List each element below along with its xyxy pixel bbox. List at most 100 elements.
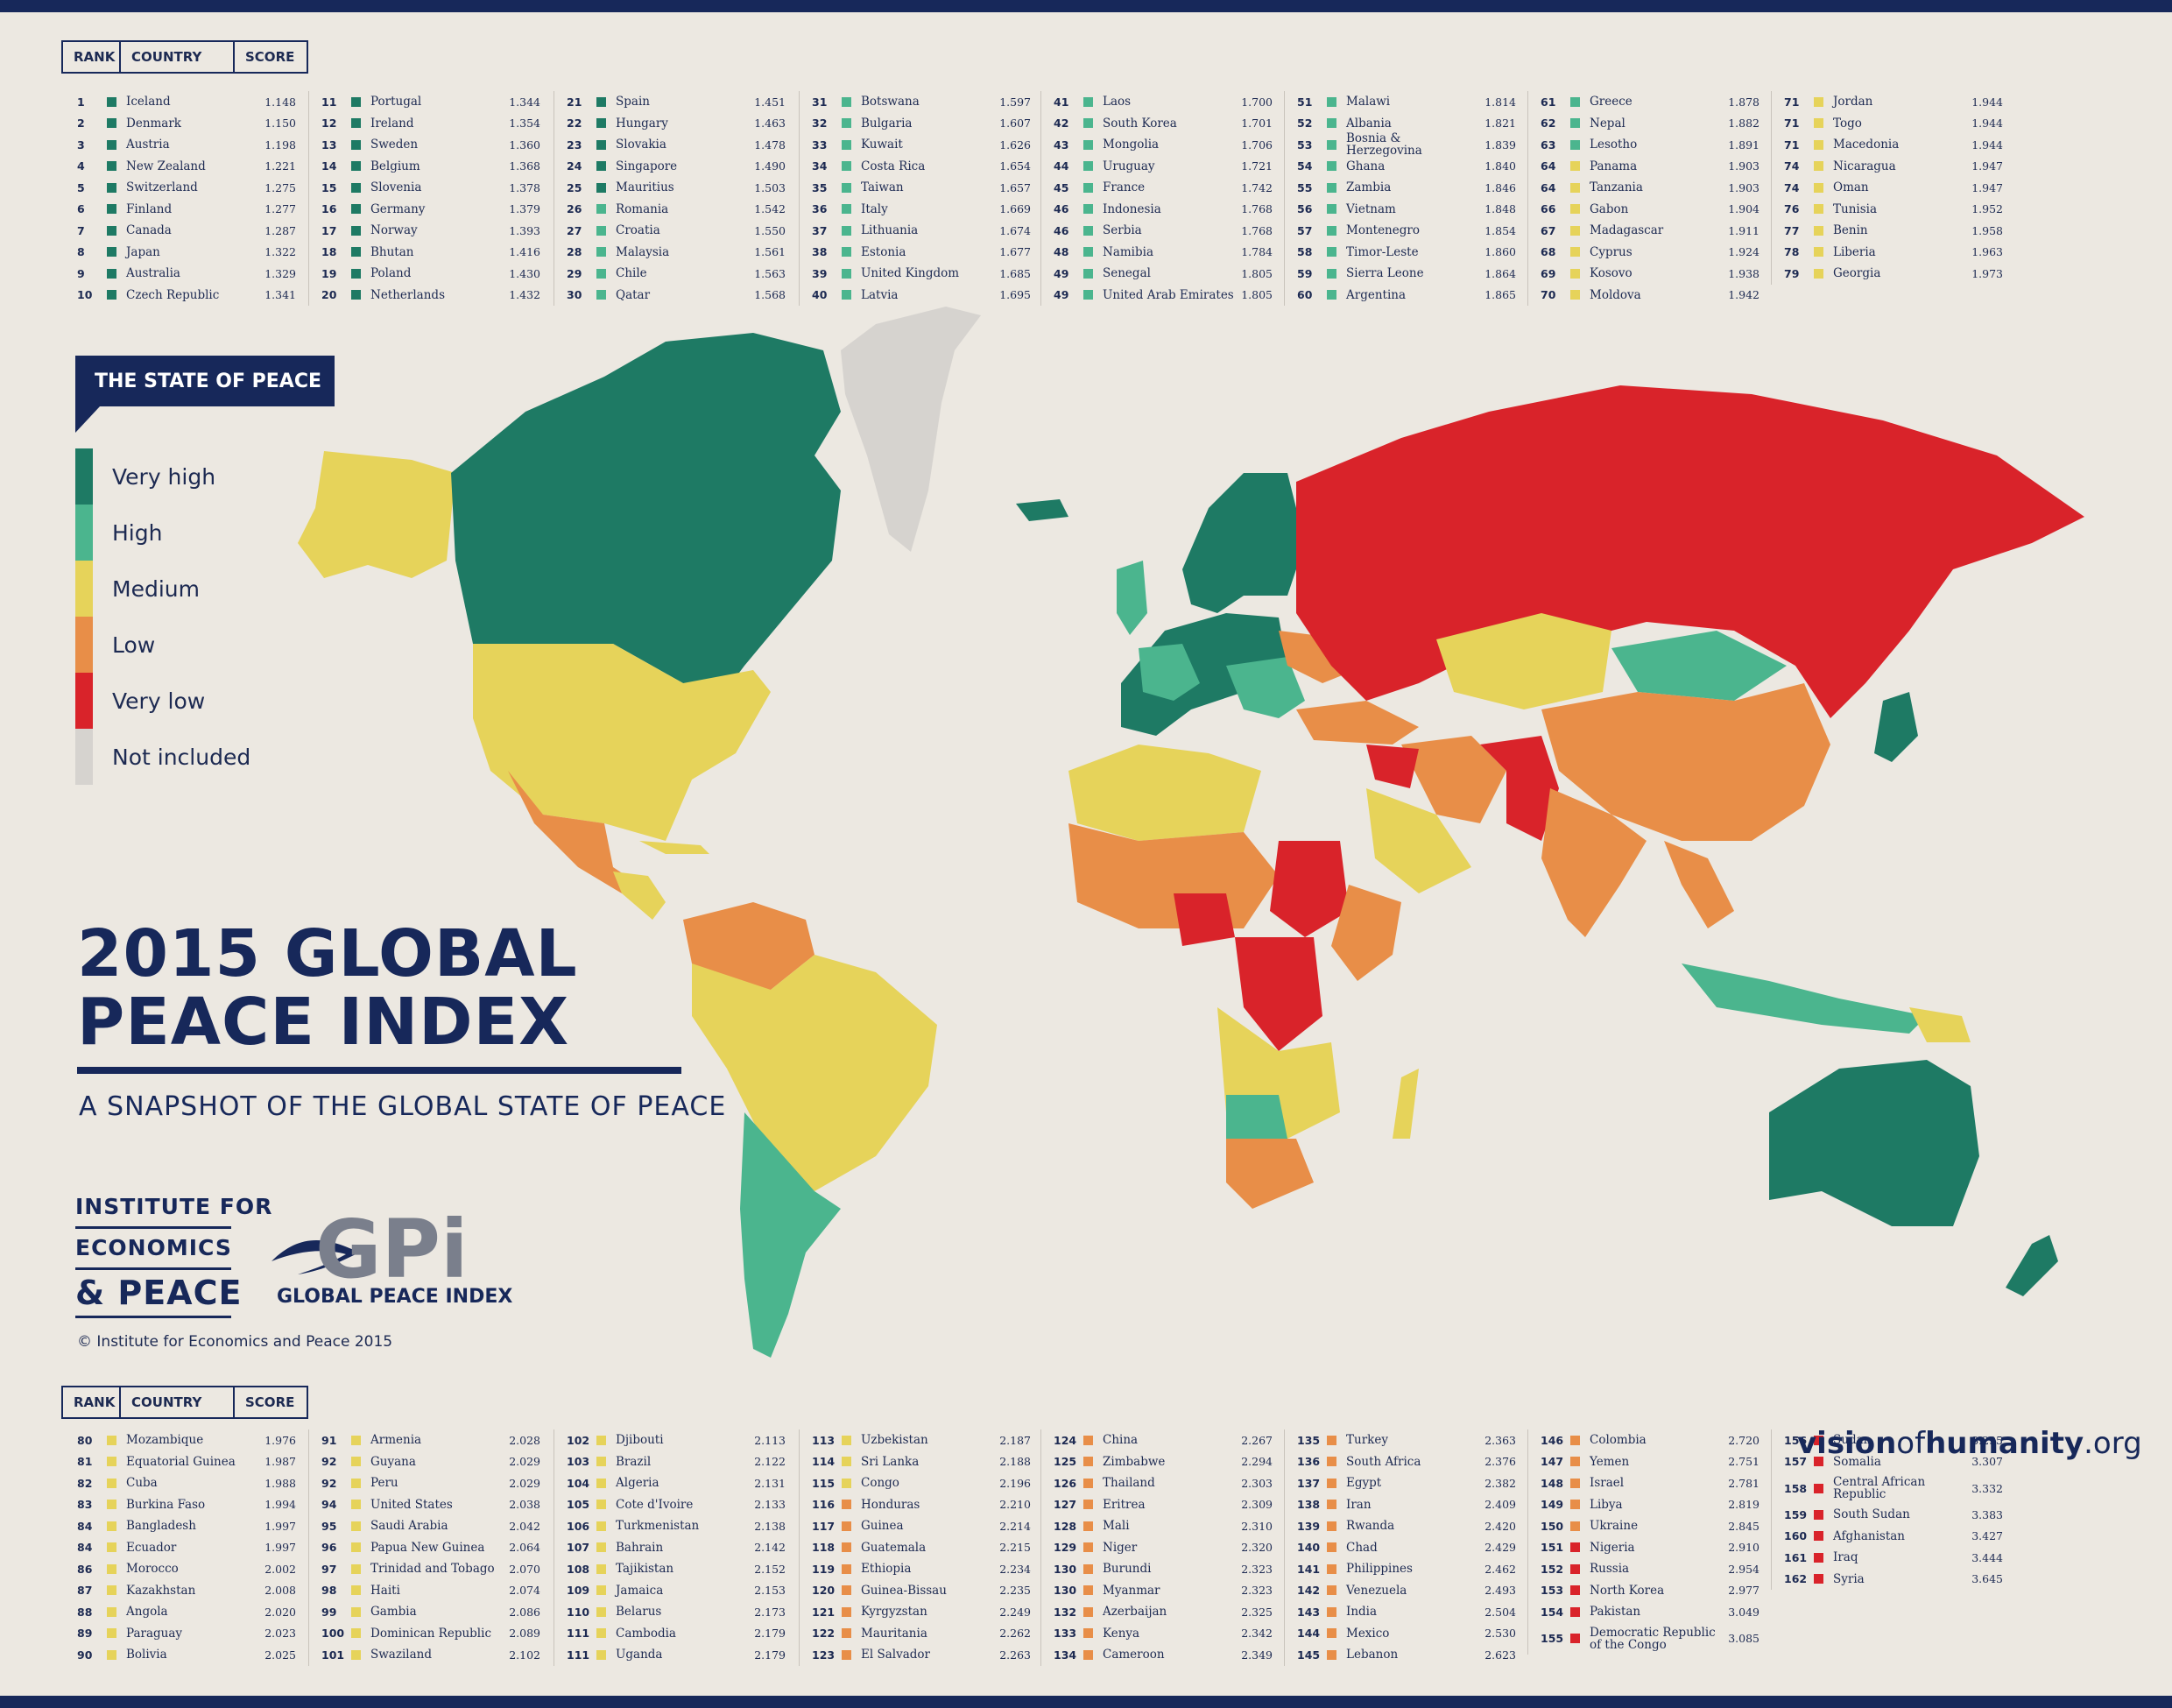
score-cell: 2.819 <box>1728 1498 1759 1512</box>
table-row: 33 Kuwait 1.626 <box>812 134 1031 156</box>
table-row: 123 El Salvador 2.263 <box>812 1644 1031 1666</box>
score-cell: 1.805 <box>1241 288 1273 302</box>
category-swatch <box>1814 96 1823 107</box>
table-row: 92 Peru 2.029 <box>321 1472 540 1494</box>
rank-cell: 15 <box>321 180 337 194</box>
category-swatch <box>1327 1606 1336 1617</box>
category-swatch <box>1083 1457 1093 1467</box>
rank-cell: 46 <box>1054 223 1069 237</box>
rank-cell: 145 <box>1297 1648 1321 1662</box>
score-cell: 2.042 <box>509 1519 540 1533</box>
category-swatch <box>1814 118 1823 129</box>
score-cell: 2.179 <box>754 1627 786 1641</box>
table-row: 154 Pakistan 3.049 <box>1541 1601 1759 1623</box>
table-row: 26 Romania 1.542 <box>567 199 786 221</box>
rank-cell: 33 <box>812 138 828 152</box>
country-cell: Eritrea <box>1103 1497 1146 1512</box>
score-cell: 1.963 <box>1971 245 2003 259</box>
table-row: 136 South Africa 2.376 <box>1297 1451 1516 1473</box>
country-cell: India <box>1346 1605 1378 1620</box>
rank-cell: 61 <box>1541 95 1556 109</box>
country-cell: Serbia <box>1103 223 1142 238</box>
category-swatch <box>1083 182 1093 193</box>
country-cell: Honduras <box>861 1497 920 1512</box>
country-cell: El Salvador <box>861 1648 930 1662</box>
score-cell: 2.131 <box>754 1476 786 1490</box>
score-cell: 2.294 <box>1241 1455 1273 1469</box>
category-swatch <box>1570 1585 1580 1596</box>
country-cell: Thailand <box>1103 1476 1155 1491</box>
top-band <box>0 0 2172 12</box>
score-cell: 1.542 <box>754 202 786 216</box>
score-cell: 1.944 <box>1971 116 2003 131</box>
score-cell: 3.049 <box>1728 1605 1759 1619</box>
rank-cell: 142 <box>1297 1584 1321 1598</box>
rank-cell: 107 <box>567 1541 590 1555</box>
category-swatch <box>842 1628 851 1639</box>
category-swatch <box>842 1563 851 1574</box>
score-cell: 1.973 <box>1971 266 2003 280</box>
table-row: 67 Madagascar 1.911 <box>1541 220 1759 242</box>
category-swatch <box>107 247 116 258</box>
rank-cell: 32 <box>812 116 828 131</box>
category-swatch <box>596 247 606 258</box>
score-cell: 1.378 <box>509 180 540 194</box>
score-cell: 2.028 <box>509 1433 540 1447</box>
table-row: 64 Tanzania 1.903 <box>1541 177 1759 199</box>
score-cell: 3.332 <box>1971 1481 2003 1495</box>
rank-cell: 148 <box>1541 1476 1564 1490</box>
rank-cell: 90 <box>77 1648 93 1662</box>
legend-swatch <box>75 729 93 785</box>
rank-cell: 109 <box>567 1584 590 1598</box>
category-swatch <box>1570 247 1580 258</box>
country-cell: Benin <box>1833 223 1868 238</box>
region-scandinavia <box>1182 473 1305 613</box>
table-row: 111 Cambodia 2.179 <box>567 1623 786 1645</box>
website-link[interactable]: visionofhumanity.org <box>1797 1426 2142 1461</box>
legend-swatch <box>75 505 93 561</box>
country-cell: Nigeria <box>1590 1540 1635 1555</box>
country-cell: Tajikistan <box>616 1562 674 1577</box>
category-swatch <box>107 1478 116 1488</box>
score-cell: 2.235 <box>999 1584 1031 1598</box>
score-cell: 1.848 <box>1484 202 1516 216</box>
score-cell: 2.309 <box>1241 1498 1273 1512</box>
category-swatch <box>1327 1521 1336 1531</box>
table-row: 132 Azerbaijan 2.325 <box>1054 1601 1273 1623</box>
country-cell: Qatar <box>616 287 651 302</box>
rank-cell: 88 <box>77 1605 93 1619</box>
category-swatch <box>1570 290 1580 300</box>
table-row: 110 Belarus 2.173 <box>567 1601 786 1623</box>
rank-cell: 23 <box>567 138 582 152</box>
table-row: 128 Mali 2.310 <box>1054 1515 1273 1537</box>
score-cell: 1.478 <box>754 138 786 152</box>
rank-cell: 35 <box>812 180 828 194</box>
country-cell: Afghanistan <box>1833 1528 1906 1543</box>
category-swatch <box>1083 247 1093 258</box>
category-swatch <box>842 1606 851 1617</box>
table-row: 100 Dominican Republic 2.089 <box>321 1623 540 1645</box>
score-cell: 2.462 <box>1484 1562 1516 1576</box>
category-swatch <box>842 1521 851 1531</box>
category-swatch <box>107 1521 116 1531</box>
country-cell: Georgia <box>1833 266 1881 281</box>
country-cell: Peru <box>370 1476 398 1491</box>
country-cell: Madagascar <box>1590 223 1664 238</box>
table-row: 158 Central African Republic 3.332 <box>1784 1472 2003 1504</box>
region-southeast-asia <box>1664 841 1734 928</box>
country-cell: Saudi Arabia <box>370 1519 448 1534</box>
rank-cell: 114 <box>812 1455 836 1469</box>
category-swatch <box>107 1435 116 1445</box>
score-cell: 1.700 <box>1241 95 1273 109</box>
category-swatch <box>351 1628 361 1639</box>
table-row: 5 Switzerland 1.275 <box>77 177 296 199</box>
score-cell: 1.942 <box>1728 288 1759 302</box>
category-swatch <box>1327 204 1336 215</box>
score-cell: 2.179 <box>754 1648 786 1662</box>
category-swatch <box>842 1649 851 1660</box>
country-cell: Paraguay <box>126 1626 183 1641</box>
rank-cell: 59 <box>1297 266 1313 280</box>
region-central-america <box>613 872 666 920</box>
country-cell: Croatia <box>616 223 660 238</box>
bottom-band <box>0 1696 2172 1708</box>
